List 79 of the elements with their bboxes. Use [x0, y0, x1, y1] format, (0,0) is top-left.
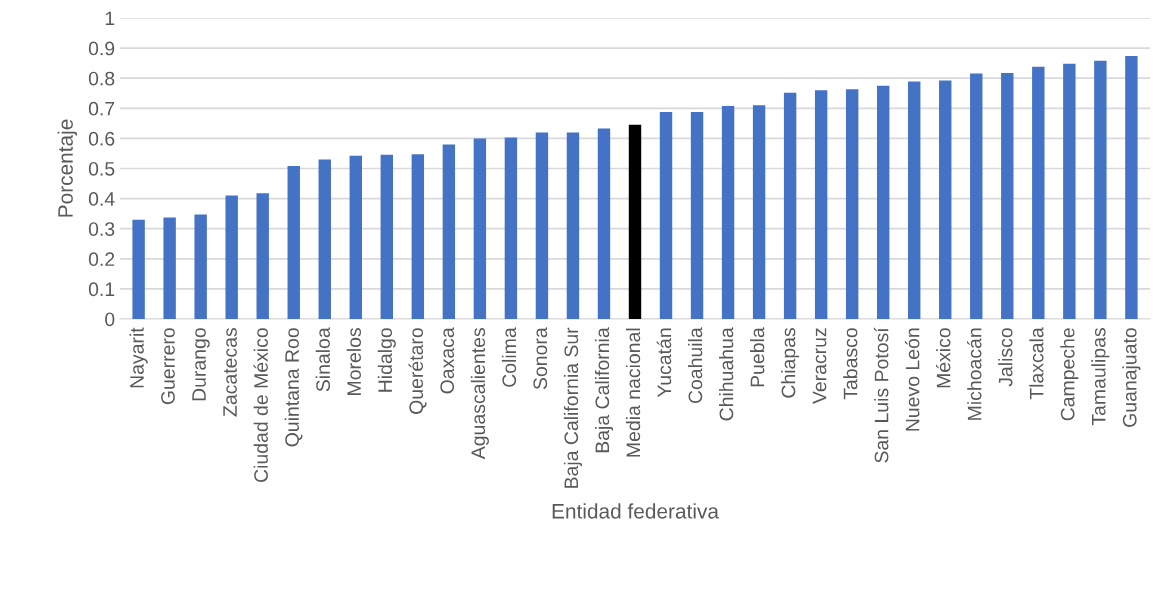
x-tick-label: Durango [192, 328, 210, 401]
x-tick-label: Puebla [750, 327, 765, 387]
bar [225, 195, 238, 319]
y-tick-label: 0.4 [88, 192, 115, 206]
x-tick-label: Quintana Roo [284, 328, 303, 447]
x-tick-label: Michoacán [966, 328, 982, 420]
bar [132, 219, 145, 319]
y-tick-label: 0 [105, 312, 115, 327]
bar [473, 138, 487, 319]
x-tick-label: Colima [501, 327, 517, 387]
bar [349, 155, 362, 319]
bar [1063, 63, 1076, 319]
bar [752, 105, 766, 319]
x-axis-title: Entidad federativa [552, 503, 719, 519]
bar [1094, 60, 1107, 319]
bar [380, 154, 394, 319]
bar [163, 217, 176, 319]
x-tick-label: Baja California [594, 327, 614, 453]
bar [442, 144, 456, 319]
bar [535, 132, 549, 319]
bar [908, 81, 921, 319]
bar [659, 111, 673, 319]
bar [845, 89, 859, 319]
x-tick-label: Sonora [533, 327, 548, 390]
bar [256, 193, 269, 319]
x-tick-label: Jalisco [998, 328, 1013, 387]
x-tick-label: Aguascalientes [470, 328, 489, 460]
x-tick-label: Veracruz [812, 328, 827, 404]
x-tick-label: Chihuahua [719, 327, 734, 421]
bar [690, 111, 704, 319]
x-tick-label: San Luis Potosí [873, 327, 889, 463]
bar [1001, 73, 1014, 319]
x-tick-label: Baja California Sur [563, 327, 583, 488]
x-tick-label: Sinaloa [315, 327, 330, 392]
y-tick-label: 0.1 [88, 282, 115, 297]
bar [1125, 55, 1138, 319]
x-tick-label: Media nacional [625, 328, 641, 457]
x-tick-label: México [935, 328, 951, 388]
bar [504, 137, 518, 319]
y-axis-title: Porcentaje [57, 119, 77, 217]
x-tick-label: Tabasco [843, 328, 858, 400]
bar [597, 128, 611, 319]
y-tick-label: 0.5 [88, 161, 115, 176]
x-tick-label: Nayarit [129, 327, 148, 388]
y-tick-label: 0.8 [88, 71, 115, 86]
y-tick-label: 0.3 [88, 222, 115, 236]
x-tick-label: Yucatán [656, 328, 672, 398]
bar [783, 92, 797, 319]
bar [721, 105, 735, 319]
bar [411, 154, 425, 319]
bar [876, 85, 890, 319]
bar [939, 80, 952, 319]
x-tick-label: Morelos [346, 328, 361, 395]
bar [628, 124, 642, 319]
x-tick-label: Chiapas [781, 328, 800, 398]
x-tick-label: Oaxaca [440, 327, 455, 394]
bar [194, 214, 207, 319]
x-tick-label: Guerrero [161, 328, 175, 405]
x-tick-label: Nuevo León [904, 328, 920, 431]
x-tick-label: Hidalgo [377, 328, 396, 392]
y-tick-label: 0.2 [88, 252, 115, 267]
bar [318, 159, 331, 319]
x-tick-label: Zacatecas [223, 328, 237, 417]
bar [566, 132, 580, 319]
bar [287, 166, 300, 319]
bar [814, 90, 828, 319]
bar [970, 73, 983, 319]
bar [1032, 66, 1045, 319]
x-tick-label: Tlaxcala [1029, 327, 1044, 400]
y-tick-label: 0.7 [88, 101, 115, 116]
x-tick-label: Guanajuato [1122, 328, 1141, 427]
y-tick-label: 0.9 [88, 41, 115, 56]
y-tick-label: 0.6 [88, 131, 115, 146]
x-tick-label: Campeche [1060, 328, 1079, 421]
x-tick-label: Tamaulipas [1091, 328, 1110, 426]
x-tick-label: Querétaro [408, 328, 427, 414]
x-tick-label: Coahuila [687, 327, 703, 404]
y-tick-label: 1 [105, 11, 115, 26]
x-tick-label: Ciudad de México [253, 328, 268, 482]
